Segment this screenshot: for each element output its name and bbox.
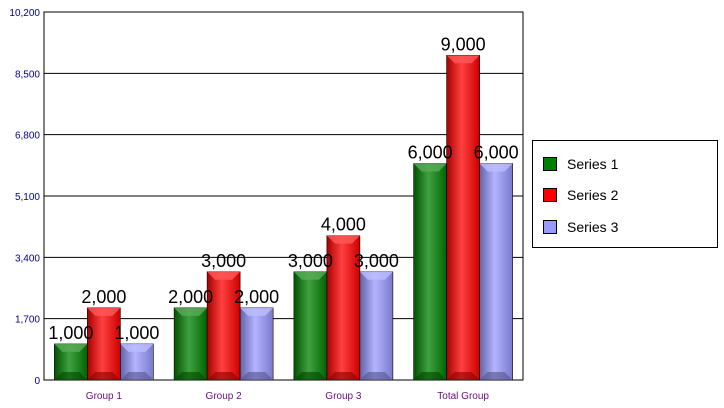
bar-bevel-top [120,343,154,352]
bar-bevel-top [207,271,241,280]
data-label: 1,000 [114,323,159,343]
bar-bevel-bottom [174,372,208,380]
legend-swatch-series-2 [543,188,557,202]
bar-bevel-top [479,163,513,172]
plot-area [43,11,524,381]
legend-swatch-series-1 [543,157,557,171]
legend-swatch-series-3 [543,220,557,234]
legend-label-series-2: Series 2 [567,187,619,203]
bar-bevel-top [87,307,121,316]
bar-bevel-bottom [479,372,513,380]
bar-bevel-bottom [240,372,274,380]
bar-bevel-top [293,271,327,280]
bar-series-1-group-2 [173,307,208,381]
data-label: 2,000 [168,287,213,307]
bar-bevel-top [54,343,88,352]
bar-series-3-total-group [479,163,513,381]
bar-bevel-bottom [413,372,447,380]
data-label: 6,000 [474,143,519,163]
bar-bevel-bottom [54,372,88,380]
data-label: 4,000 [321,215,366,235]
data-labels: 1,000 2,000 1,000 2,000 3,000 2,000 3,000 4,000… [48,34,518,343]
legend-item-series-1: Series 1 [543,155,618,173]
y-tick-label: 3,400 [15,253,40,264]
bar-bevel-bottom [293,372,327,380]
x-tick-label: Group 1 [86,391,123,402]
data-label: 2,000 [234,287,279,307]
legend-item-series-3: Series 3 [543,218,618,236]
data-label: 9,000 [441,34,486,54]
legend: Series 1 Series 2 Series 3 [532,140,718,248]
data-label: 3,000 [201,251,246,271]
y-tick-label: 6,800 [15,131,40,142]
bar-bevel-bottom [207,372,241,380]
bar-bevel-top [174,307,208,316]
x-tick-label: Total Group [437,391,489,402]
bar-bevel-bottom [120,372,154,380]
bar-bevel-top [240,307,274,316]
bar-bevel-bottom [87,372,121,380]
data-label: 1,000 [48,323,93,343]
y-tick-label: 10,200 [9,8,40,19]
y-tick-label: 1,700 [15,315,40,326]
bar-series-1-group-3 [293,271,328,381]
bar-series-1-total-group [413,163,447,381]
bar-bevel-top [413,163,447,172]
legend-label-series-3: Series 3 [567,219,619,235]
bar-bevel-bottom [326,372,360,380]
data-label: 3,000 [354,251,399,271]
bar-bevel-bottom [359,372,393,380]
bar-bevel-top [359,271,393,280]
x-tick-label: Group 2 [206,391,243,402]
y-tick-label: 5,100 [15,192,40,203]
bar-series-2-group-1 [87,307,121,381]
legend-label-series-1: Series 1 [567,156,619,172]
x-axis-ticks: Group 1 Group 2 Group 3 Total Group [86,391,490,402]
bars [54,54,513,381]
y-axis-ticks: 0 1,700 3,400 5,100 6,800 8,500 10,200 [9,8,40,387]
bar-series-2-group-3 [326,235,361,381]
bar-bevel-top [446,55,480,64]
bar-series-3-group-3 [359,271,394,381]
x-tick-label: Group 3 [325,391,362,402]
bar-bevel-bottom [446,372,480,380]
data-label: 2,000 [81,287,126,307]
bar-bevel-top [326,235,360,244]
legend-item-series-2: Series 2 [543,186,618,204]
data-label: 6,000 [408,143,453,163]
bar-series-3-group-2 [239,307,274,381]
y-tick-label: 8,500 [15,69,40,80]
data-label: 3,000 [288,251,333,271]
bar-series-2-total-group [446,54,480,381]
y-tick-label: 0 [34,376,40,387]
